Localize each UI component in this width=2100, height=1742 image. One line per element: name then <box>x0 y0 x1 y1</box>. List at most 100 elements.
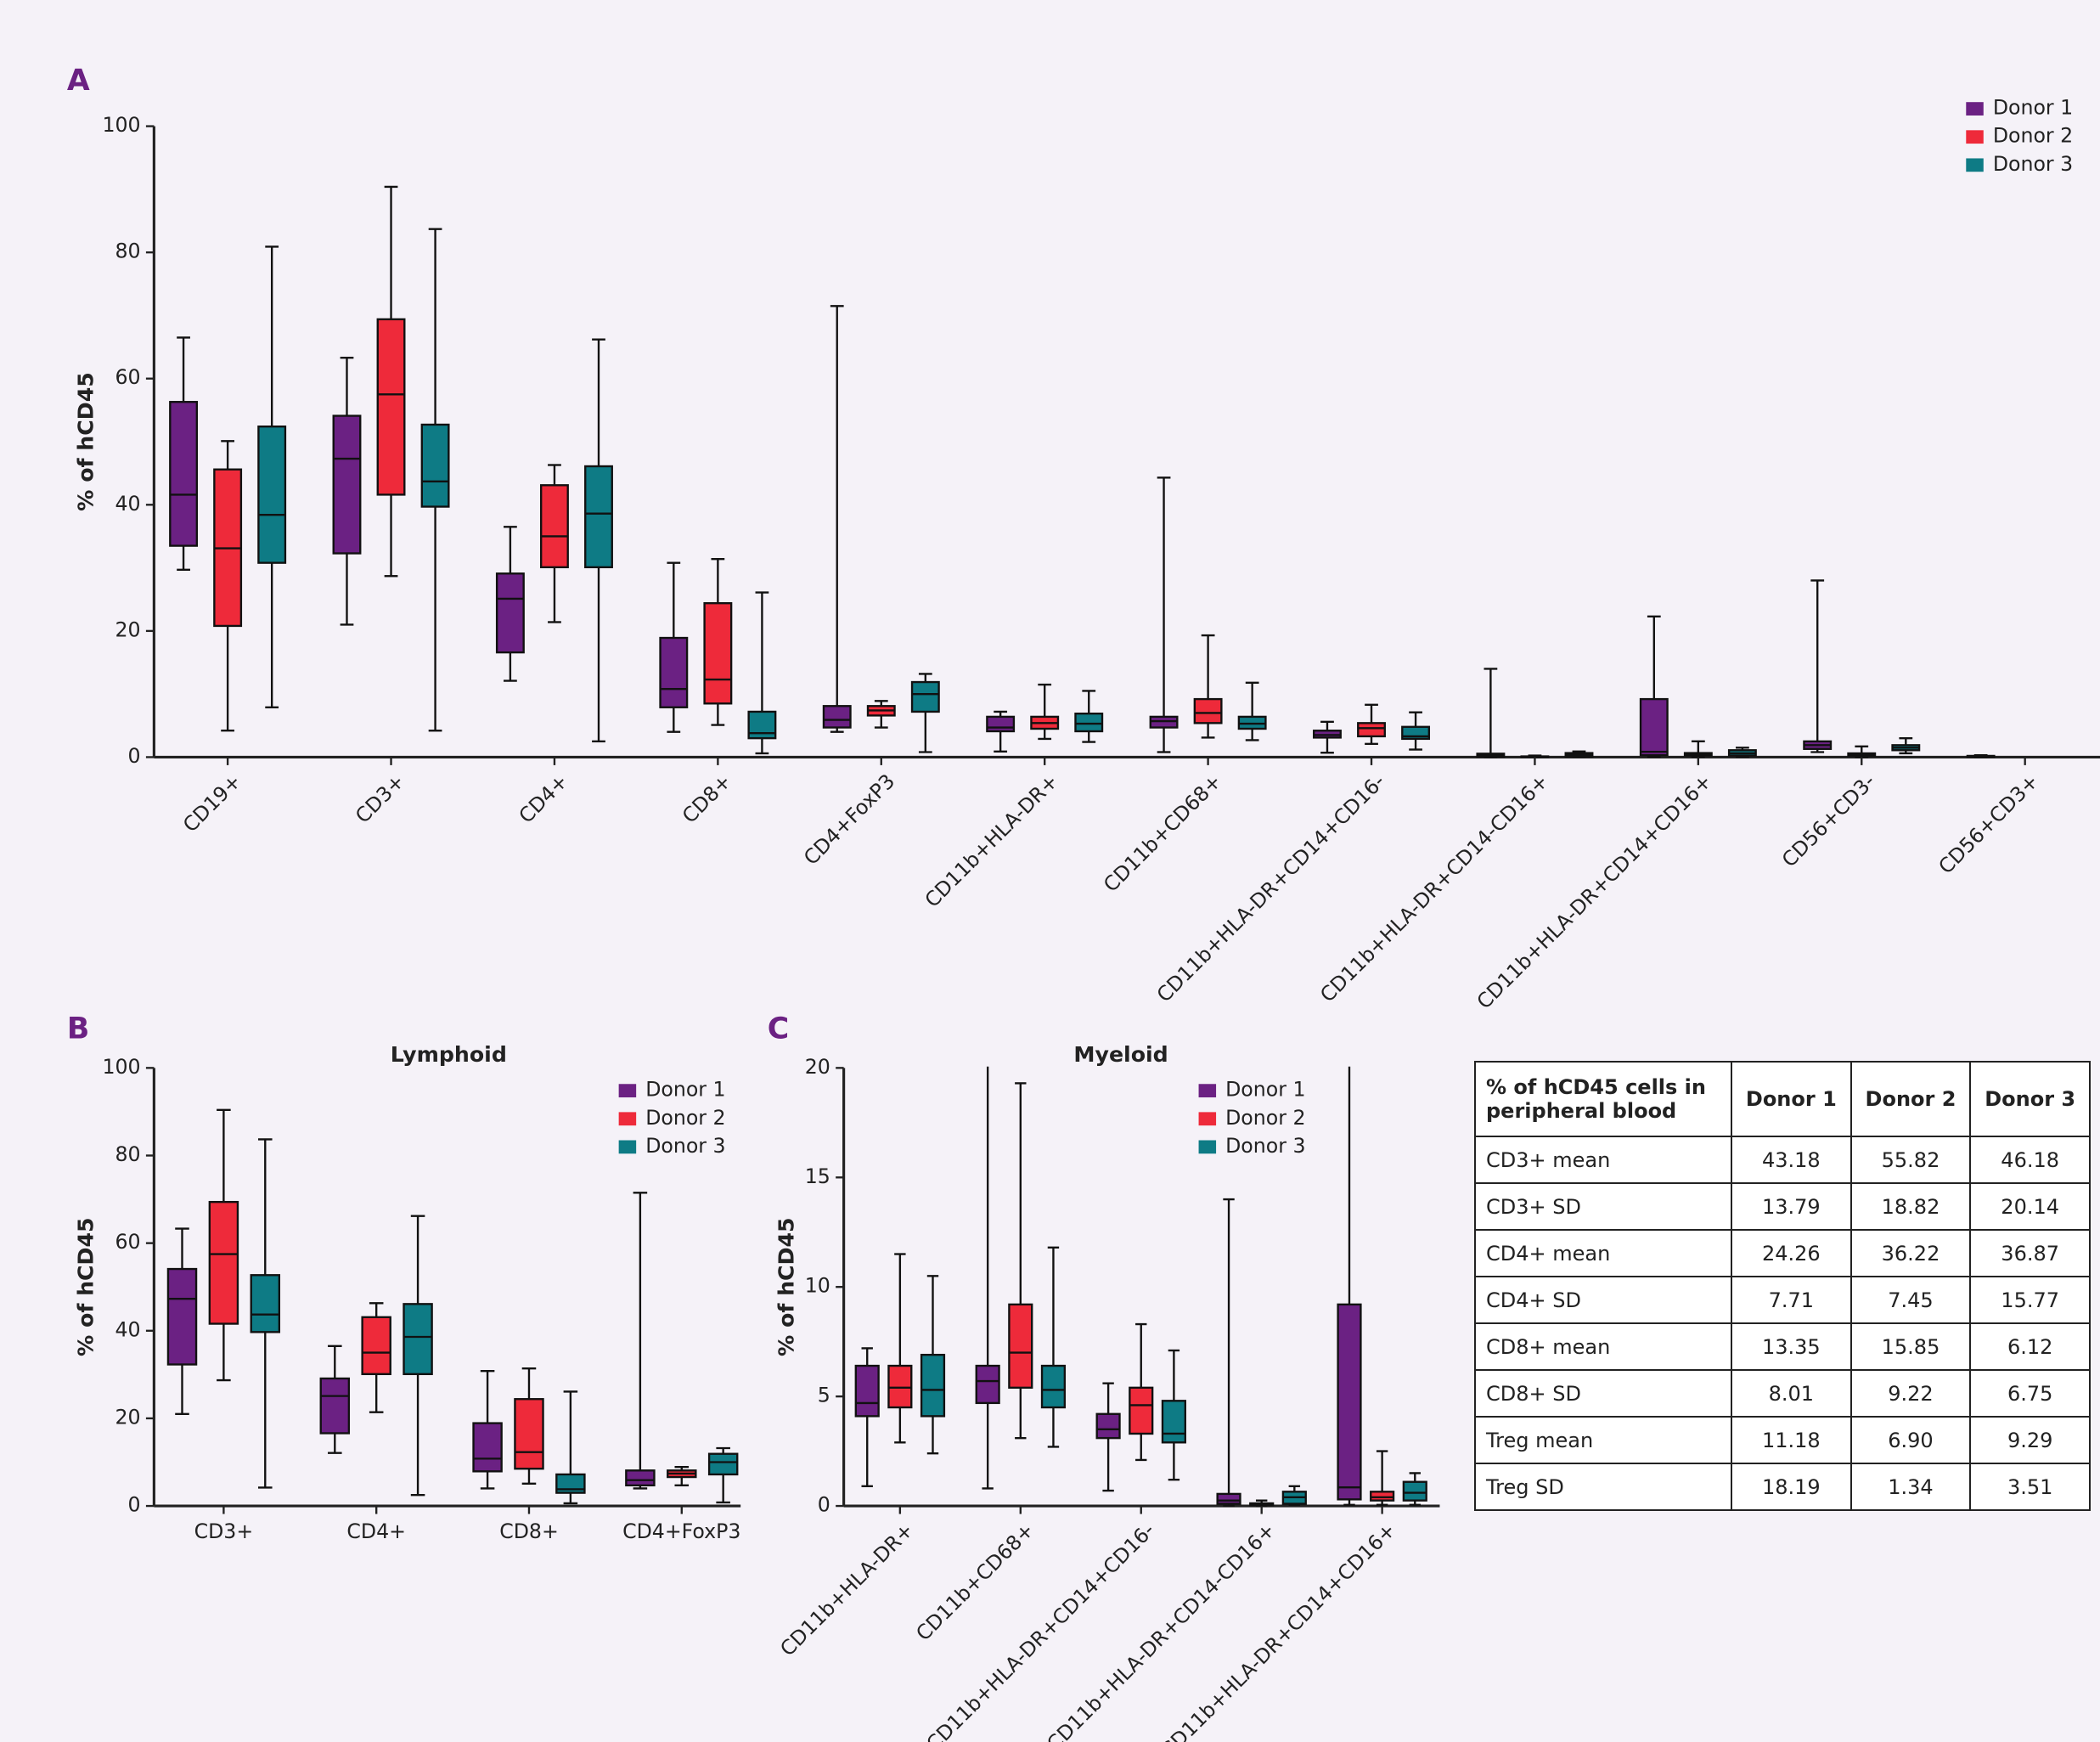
box <box>1402 1480 1427 1502</box>
plot-area <box>854 1066 1427 1508</box>
y-tick-label: 80 <box>115 1142 141 1166</box>
y-tick-label: 15 <box>805 1164 830 1188</box>
legend-label: Donor 1 <box>645 1078 725 1102</box>
legend-swatch <box>1966 158 1984 172</box>
x-tick-label: CD4+ <box>346 1519 406 1543</box>
table-cell: 7.45 <box>1849 1276 1972 1324</box>
plot-area <box>166 1108 739 1505</box>
box <box>361 1316 391 1376</box>
box <box>319 1377 351 1435</box>
x-tick-label: CD11b+HLA-DR+CD14+CD16+ <box>1156 1518 1400 1742</box>
table-body: CD3+ mean 43.18 55.82 46.18 CD3+ SD 13.79 18.8… <box>1474 1136 2091 1511</box>
table-cell: CD4+ mean <box>1474 1229 1732 1277</box>
table-cell: 18.82 <box>1849 1182 1972 1231</box>
box <box>1370 1491 1395 1502</box>
box <box>539 484 569 569</box>
box <box>1193 697 1223 724</box>
box <box>887 1364 913 1409</box>
table-cell: 9.29 <box>1969 1416 2091 1464</box>
header-cell: % of hCD45 cells in peripheral blood <box>1474 1061 1732 1137</box>
box <box>1008 1303 1033 1390</box>
table-row: CD4+ SD 7.71 7.45 15.77 <box>1474 1276 2091 1324</box>
box <box>975 1364 1000 1405</box>
x-tick-label: CD4+FoxP3 <box>622 1519 740 1543</box>
box <box>910 680 940 713</box>
x-tick-label: CD19+ <box>178 770 246 837</box>
table-cell: 15.85 <box>1849 1322 1972 1371</box>
legend-swatch <box>1966 130 1984 144</box>
y-tick-label: 100 <box>102 1055 140 1079</box>
panel-label: A <box>67 64 90 98</box>
x-tick-label: CD8+ <box>678 770 736 828</box>
box <box>257 426 287 564</box>
x-tick-label: CD56+CD3+ <box>1934 770 2043 879</box>
x-tick-label: CD11b+CD68+ <box>911 1518 1039 1645</box>
y-tick-label: 40 <box>115 1317 141 1341</box>
legend-label: Donor 1 <box>1225 1078 1305 1102</box>
legend-label: Donor 3 <box>645 1134 725 1158</box>
table-row: CD8+ mean 13.35 15.85 6.12 <box>1474 1322 2091 1371</box>
legend-label: Donor 2 <box>645 1106 725 1130</box>
table-cell: CD3+ mean <box>1474 1136 1732 1184</box>
table-cell: 6.12 <box>1969 1322 2091 1371</box>
box <box>420 423 450 508</box>
header-cell: Donor 1 <box>1731 1061 1852 1137</box>
table-row: CD3+ SD 13.79 18.82 20.14 <box>1474 1182 2091 1231</box>
legend-swatch <box>1966 102 1984 116</box>
box <box>1074 713 1104 733</box>
y-tick-label: 100 <box>102 113 140 137</box>
table-cell: CD8+ SD <box>1474 1369 1732 1418</box>
table-cell: 55.82 <box>1849 1136 1972 1184</box>
y-tick-label: 60 <box>115 1230 141 1254</box>
box <box>1129 1386 1154 1435</box>
legend-label: Donor 3 <box>1225 1134 1305 1158</box>
legend-label: Donor 1 <box>1993 96 2073 120</box>
table-cell: Treg SD <box>1474 1463 1732 1511</box>
box <box>822 705 852 729</box>
y-tick-label: 80 <box>115 240 141 263</box>
x-tick-label: CD3+ <box>351 770 409 828</box>
x-tick-label: CD11b+HLA-DR+ <box>775 1518 918 1660</box>
table-cell: 15.77 <box>1969 1276 2091 1324</box>
table-cell: 6.90 <box>1849 1416 1972 1464</box>
box <box>403 1303 433 1376</box>
box <box>1337 1303 1362 1501</box>
y-tick-label: 20 <box>805 1055 830 1079</box>
chart-title: Myeloid <box>1073 1042 1168 1067</box>
table-row: CD3+ mean 43.18 55.82 46.18 <box>1474 1136 2091 1184</box>
table-cell: 36.87 <box>1969 1229 2091 1277</box>
y-tick-label: 0 <box>818 1493 830 1517</box>
box <box>208 1200 239 1325</box>
y-tick-label: 10 <box>805 1274 830 1298</box>
table-cell: 9.22 <box>1849 1369 1972 1418</box>
box <box>747 710 777 740</box>
legend-swatch <box>1198 1140 1217 1154</box>
x-tick-label: CD11b+HLA-DR+ <box>921 770 1063 912</box>
header-cell: Donor 3 <box>1969 1061 2091 1137</box>
legend-label: Donor 2 <box>1993 124 2073 148</box>
table-cell: 13.79 <box>1731 1182 1852 1231</box>
y-axis-label: % of hCD45 <box>74 372 99 511</box>
box <box>1161 1400 1186 1444</box>
y-tick-label: 40 <box>115 492 141 516</box>
y-axis-label: % of hCD45 <box>74 1217 99 1356</box>
box <box>1040 1364 1067 1409</box>
x-tick-label: CD56+CD3- <box>1777 770 1880 872</box>
x-tick-label: CD4+ <box>514 770 572 828</box>
header-cell: Donor 2 <box>1849 1061 1972 1137</box>
legend-label: Donor 3 <box>1993 152 2073 176</box>
table-cell: 18.19 <box>1731 1463 1852 1511</box>
x-tick-label: CD4+FoxP3 <box>799 770 899 870</box>
x-tick-label: CD8+ <box>499 1519 559 1543</box>
legend-swatch <box>1198 1084 1217 1098</box>
box <box>707 1452 739 1476</box>
box <box>472 1422 503 1473</box>
y-tick-label: 0 <box>128 1493 141 1517</box>
box <box>495 572 525 654</box>
box <box>584 465 613 569</box>
table-cell: 8.01 <box>1731 1369 1852 1418</box>
table-cell: 1.34 <box>1849 1463 1972 1511</box>
table-row: Treg SD 18.19 1.34 3.51 <box>1474 1463 2091 1511</box>
